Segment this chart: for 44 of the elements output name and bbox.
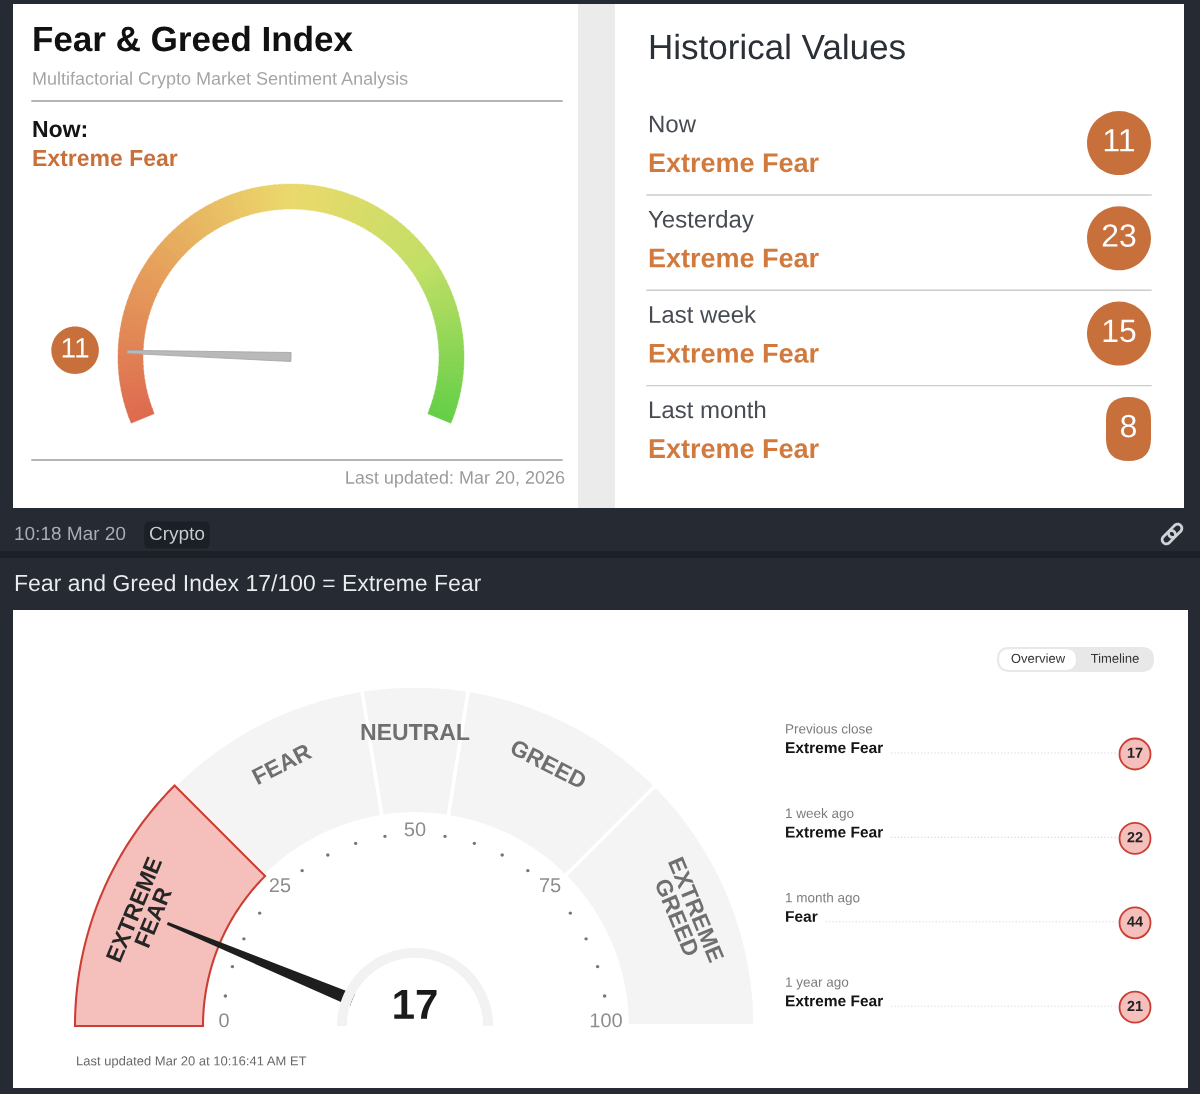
- category-label: 1 year ago: [786, 977, 849, 990]
- text: Extreme Fear: [786, 826, 883, 838]
- data-label: 44: [1127, 916, 1143, 927]
- text: Extreme Fear: [786, 995, 883, 1007]
- text: Last updated: Mar 20, 2026: [346, 470, 565, 488]
- slice-label: NEUTRAL: [361, 724, 470, 741]
- text: Extreme Fear: [786, 742, 883, 754]
- data-label: 22: [1127, 832, 1143, 843]
- data-label: 11: [1104, 129, 1135, 152]
- text: Extreme Fear: [649, 439, 819, 459]
- text: Multifactorial Crypto Market Sentiment Analysis: [33, 71, 408, 89]
- category-label: Yesterday: [648, 210, 754, 233]
- text: Fear & Greed Index: [34, 25, 353, 52]
- category-label: Last week: [649, 305, 757, 324]
- data-label: 17: [1127, 747, 1143, 758]
- text: 75: [539, 878, 561, 893]
- category-label: 1 month ago: [786, 892, 860, 906]
- text: Extreme Fear: [649, 153, 819, 173]
- data-label: 8: [1120, 414, 1137, 438]
- data-label: 15: [1103, 319, 1136, 343]
- text: Extreme Fear: [649, 248, 819, 268]
- text: 0: [219, 1013, 229, 1028]
- category-label: Last month: [649, 400, 766, 419]
- text: 100: [590, 1013, 622, 1028]
- category-label: Previous close: [786, 723, 873, 734]
- text: 50: [404, 822, 426, 837]
- text: Overview: [1011, 653, 1066, 663]
- text: Extreme Fear: [649, 344, 819, 363]
- data-label: 23: [1102, 224, 1136, 247]
- text: Extreme Fear: [33, 150, 178, 167]
- text: Now:: [33, 121, 86, 138]
- text: 11: [62, 338, 89, 358]
- text: Timeline: [1090, 653, 1139, 663]
- category-label: Now: [649, 115, 697, 133]
- category-label: 1 week ago: [786, 808, 854, 821]
- text: 10:18 Mar 20: [15, 526, 126, 541]
- text: 17: [394, 989, 437, 1019]
- text: Crypto: [149, 526, 205, 544]
- text: Historical Values: [650, 33, 905, 60]
- text: Fear: [786, 911, 818, 922]
- text: 25: [269, 878, 291, 893]
- text: Last updated Mar 20 at 10:16:41 AM ET: [77, 1055, 307, 1069]
- chart-title: Fear and Greed Index 17/100 = Extreme Fear: [15, 574, 481, 592]
- data-label: 21: [1127, 1000, 1143, 1011]
